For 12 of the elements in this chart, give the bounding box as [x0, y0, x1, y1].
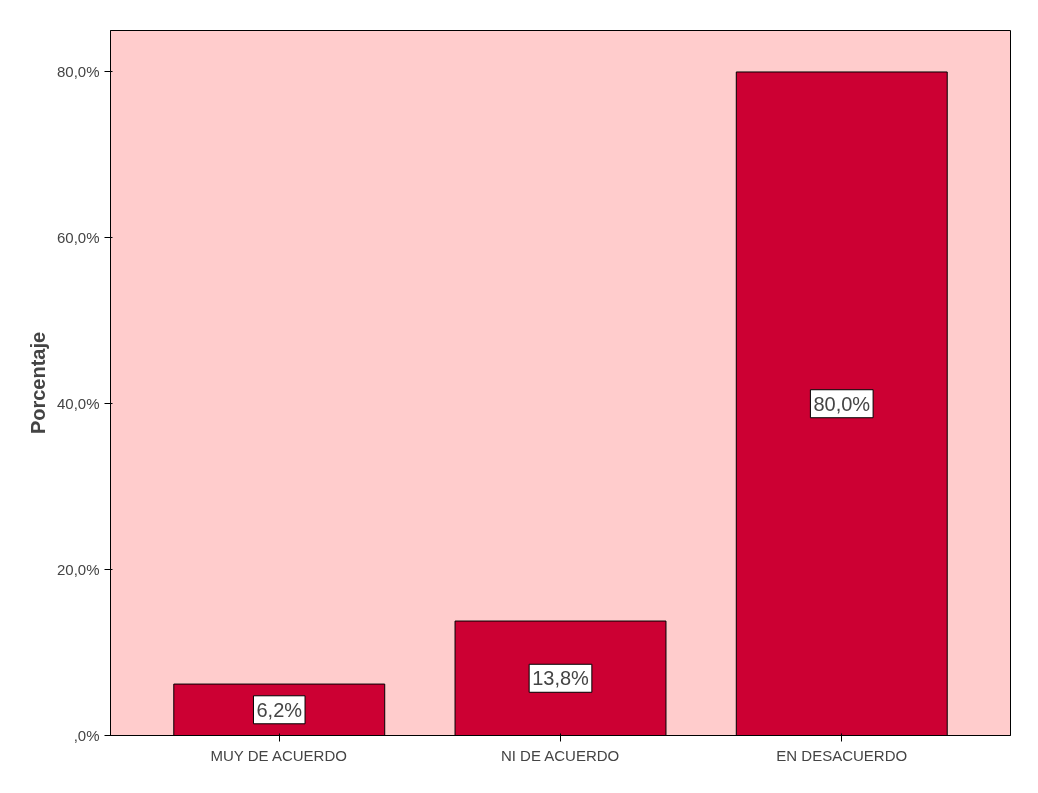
x-tick-label: MUY DE ACUERDO — [210, 746, 347, 764]
y-tick-label: 80,0% — [56, 63, 100, 81]
data-label: 80,0% — [813, 392, 871, 415]
x-tick-label: EN DESACUERDO — [776, 746, 908, 764]
y-tick-label: ,0% — [73, 727, 100, 744]
x-tick-label: NI DE ACUERDO — [500, 746, 620, 764]
data-label: 6,2% — [256, 698, 303, 721]
data-label: 13,8% — [532, 667, 590, 690]
y-axis-title: Porcentaje — [26, 331, 49, 435]
y-tick-label: 20,0% — [56, 561, 100, 579]
y-tick-label: 40,0% — [56, 395, 100, 413]
y-tick-label: 60,0% — [56, 229, 100, 247]
